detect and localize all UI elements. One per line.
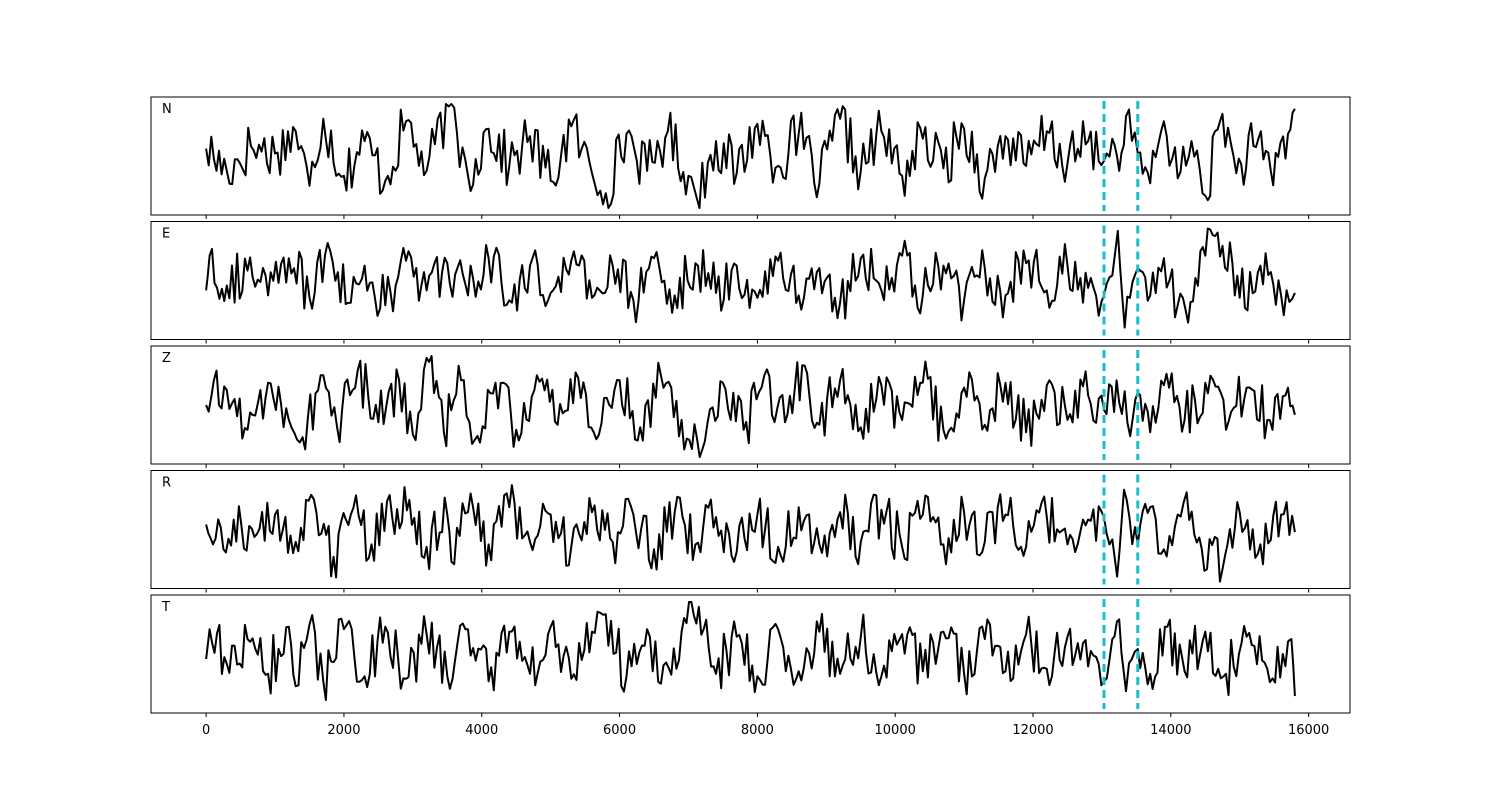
x-tick-label: 16000 xyxy=(1288,723,1329,738)
trace-t xyxy=(205,601,1296,701)
panel-label: E xyxy=(162,227,170,242)
panels-layer: N E Z R T xyxy=(150,96,1351,717)
trace-n xyxy=(205,103,1296,209)
panel-z: Z xyxy=(150,345,1351,468)
panel-t: T xyxy=(150,594,1351,717)
x-tick-label: 14000 xyxy=(1150,723,1191,738)
panel-frame xyxy=(150,470,1351,589)
trace-r xyxy=(205,484,1296,583)
panel-n: N xyxy=(150,96,1351,219)
trace-z xyxy=(205,355,1296,458)
panel-r: R xyxy=(150,470,1351,593)
x-tick-label: 10000 xyxy=(875,723,916,738)
x-tick-label: 2000 xyxy=(327,723,360,738)
x-tick-label: 4000 xyxy=(465,723,498,738)
panel-frame xyxy=(150,96,1351,216)
panel-frame xyxy=(150,221,1351,340)
panel-label: N xyxy=(162,102,172,117)
x-tick-label: 12000 xyxy=(1012,723,1053,738)
panel-e: E xyxy=(150,221,1351,344)
trace-e xyxy=(205,227,1296,329)
panel-label: T xyxy=(161,600,170,615)
x-tick-label: 6000 xyxy=(603,723,636,738)
panel-label: R xyxy=(162,476,171,491)
x-tick-label: 8000 xyxy=(741,723,774,738)
panel-label: Z xyxy=(162,351,171,366)
x-tick-label: 0 xyxy=(202,723,210,738)
panel-frame xyxy=(150,345,1351,465)
x-axis: 0 2000 4000 6000 8000 10000 12000 14000 16000 xyxy=(202,723,1329,738)
panel-frame xyxy=(150,594,1351,714)
